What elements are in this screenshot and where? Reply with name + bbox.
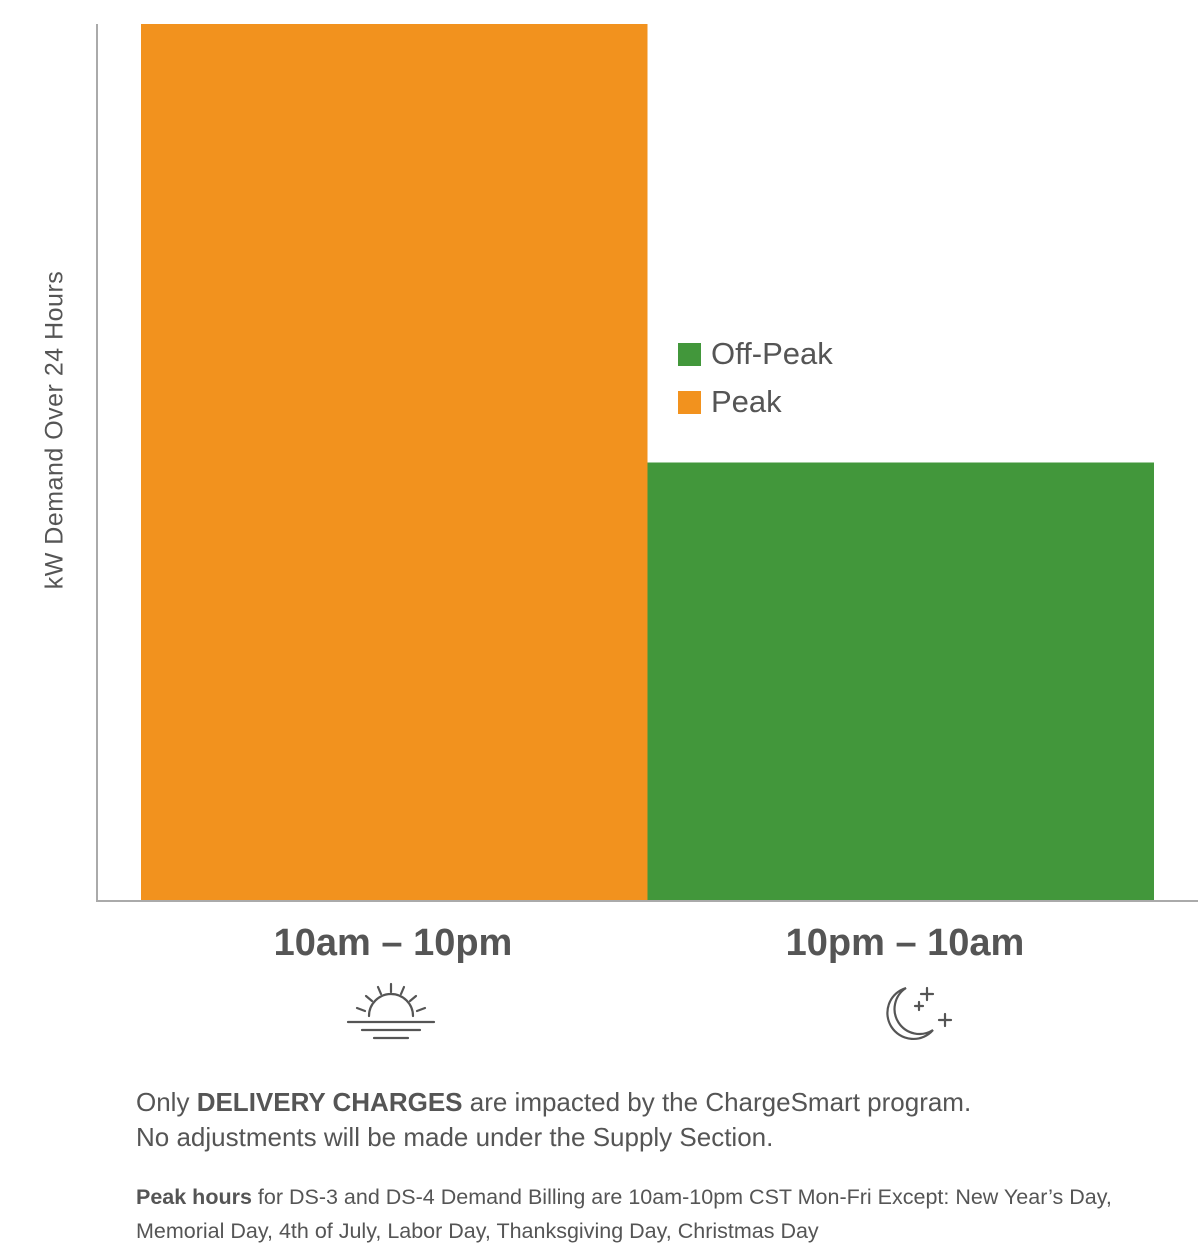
legend-item-off-peak: Off-Peak bbox=[678, 330, 833, 378]
chart bbox=[96, 24, 1198, 902]
note-text: Only bbox=[136, 1087, 197, 1117]
legend-swatch-off-peak bbox=[678, 342, 701, 366]
legend-item-peak: Peak bbox=[678, 378, 833, 426]
note-emphasis: DELIVERY CHARGES bbox=[196, 1087, 463, 1117]
x-tick-label-peak: 10am – 10pm bbox=[273, 922, 513, 964]
peak-hours-note: Peak hours for DS-3 and DS-4 Demand Bill… bbox=[136, 1180, 1112, 1248]
bar-off-peak bbox=[647, 462, 1154, 901]
moon-stars-icon bbox=[886, 986, 953, 1040]
bar-peak bbox=[141, 24, 648, 901]
y-axis-label: kW Demand Over 24 Hours bbox=[40, 270, 69, 590]
x-tick-label-off-peak: 10pm – 10am bbox=[785, 922, 1025, 964]
peak-hours-emphasis: Peak hours bbox=[136, 1185, 252, 1209]
legend-label-peak: Peak bbox=[711, 384, 782, 419]
peak-hours-text: for DS-3 and DS-4 Demand Billing are 10a… bbox=[251, 1185, 1112, 1209]
legend-label-off-peak: Off-Peak bbox=[711, 336, 833, 371]
delivery-charges-note: Only DELIVERY CHARGES are impacted by th… bbox=[136, 1085, 971, 1155]
delivery-charges-line: Only DELIVERY CHARGES are impacted by th… bbox=[136, 1085, 971, 1120]
bars bbox=[141, 24, 1154, 901]
holidays-line: Memorial Day, 4th of July, Labor Day, Th… bbox=[136, 1219, 819, 1243]
sunrise-icon bbox=[346, 982, 436, 1040]
note-text: are impacted by the ChargeSmart program. bbox=[462, 1087, 972, 1117]
legend-swatch-peak bbox=[678, 390, 701, 414]
legend: Off-Peak Peak bbox=[678, 330, 833, 426]
peak-hours-line: Peak hours for DS-3 and DS-4 Demand Bill… bbox=[136, 1180, 1112, 1214]
supply-section-line: No adjustments will be made under the Su… bbox=[136, 1122, 774, 1152]
